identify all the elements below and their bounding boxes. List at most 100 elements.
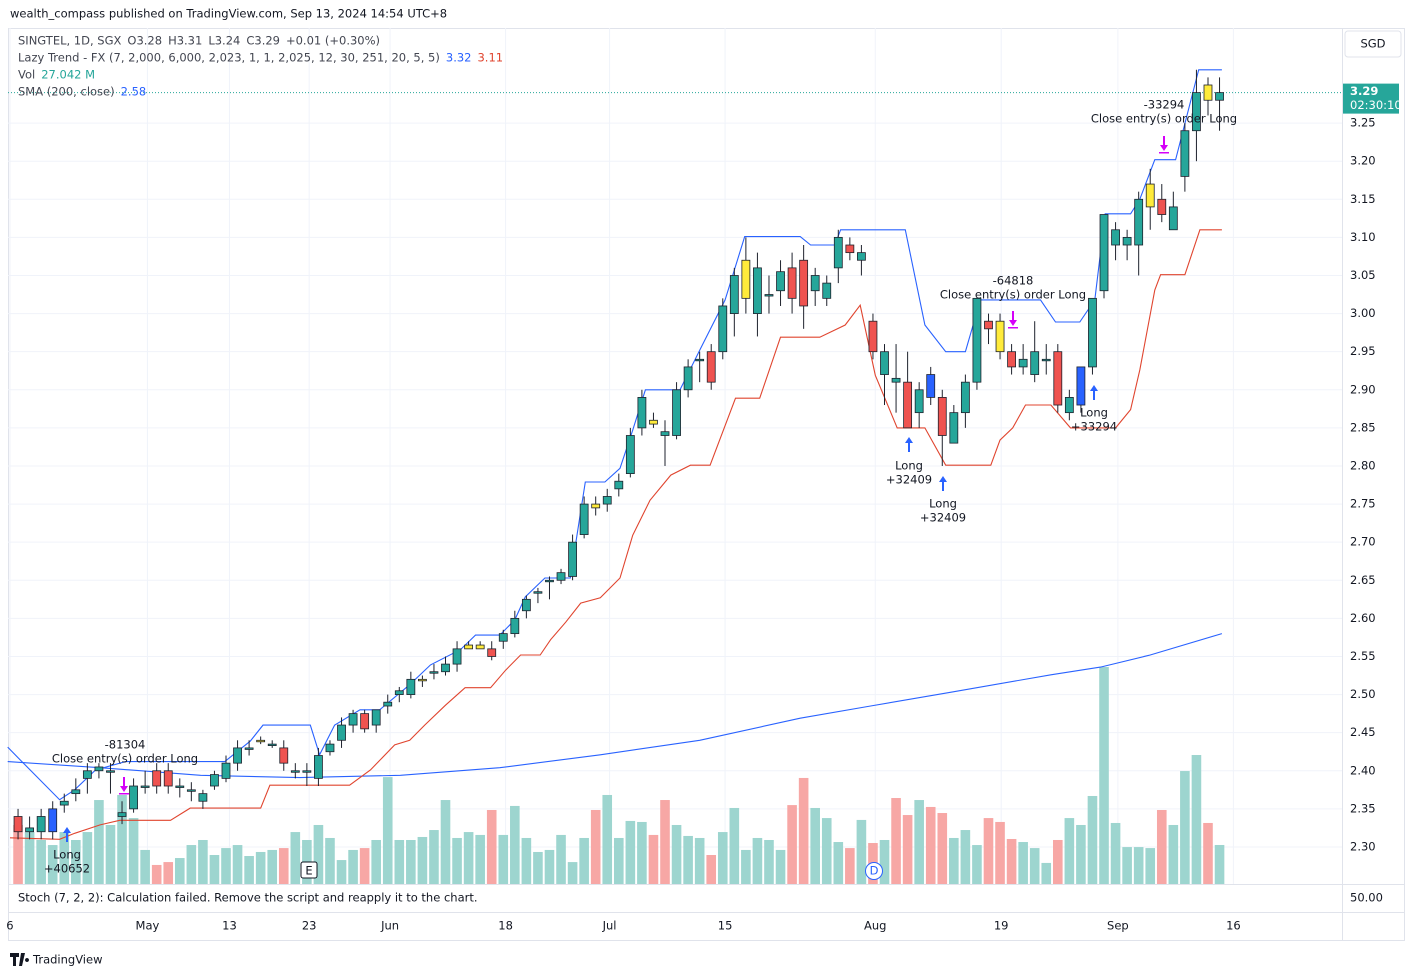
candle-body (106, 770, 115, 773)
candle-body (175, 785, 185, 788)
y-tick-label: 3.05 (1350, 268, 1376, 282)
y-tick-label: 2.90 (1350, 382, 1376, 396)
y-tick-label: 2.50 (1350, 687, 1376, 701)
candle-body (718, 305, 728, 353)
candle-body (233, 747, 242, 764)
candle-body (833, 236, 843, 269)
candle-body (25, 827, 35, 833)
close-arrow (1008, 311, 1018, 329)
y-tick-label: 3.00 (1350, 306, 1376, 320)
volume-bar (983, 818, 994, 884)
candle-body (799, 259, 809, 307)
volume-bar (1214, 844, 1225, 884)
volume-bar (821, 818, 832, 884)
candle-body (764, 294, 774, 297)
candle-body (914, 389, 924, 414)
candle-body (140, 785, 150, 788)
annotation-text: -33294 (1144, 98, 1185, 112)
volume-bar (1168, 824, 1179, 884)
candle-body (868, 320, 878, 353)
candle-body (683, 366, 693, 391)
annotation-text: +40652 (44, 862, 90, 876)
candle-body (614, 480, 624, 490)
candle-body (960, 381, 970, 414)
volume-bar (151, 864, 162, 884)
long-arrow (1090, 385, 1098, 400)
volume-bar (798, 777, 809, 884)
candle-body (533, 591, 543, 594)
candle-body (1145, 183, 1155, 208)
currency-button[interactable] (1344, 30, 1402, 58)
volume-bar (486, 809, 497, 884)
last-price-box (1343, 83, 1399, 114)
volume-bar (1076, 824, 1086, 884)
legend-text: O3.28 (127, 34, 162, 48)
y-tick-label: 3.25 (1350, 116, 1376, 130)
candle-body (314, 755, 323, 779)
axes: 2.30 2.35 2.40 2.45 2.50 2.55 2.60 2.65 2.70 2.75… (6, 83, 1402, 933)
long-arrow (63, 827, 71, 842)
candle-body (348, 713, 358, 726)
volume-bar (995, 821, 1005, 884)
candle-body (937, 397, 947, 436)
candle-body (198, 793, 208, 802)
volume-bar (244, 856, 254, 884)
volume-bar (209, 854, 220, 884)
legend-text: 27.042 M (41, 68, 95, 82)
volume-bar (637, 821, 647, 884)
grid (8, 28, 1342, 884)
y-tick-label: 2.70 (1350, 535, 1376, 549)
volume-bar (59, 832, 70, 884)
published-line: wealth_compass published on TradingView.… (10, 7, 447, 21)
candle-body (857, 252, 866, 261)
candle-body (625, 435, 635, 475)
volume-bar (625, 820, 636, 884)
volume-bar (717, 832, 728, 884)
candle-body (117, 812, 127, 817)
candle-body (660, 431, 670, 436)
y-tick-label: 3.15 (1350, 192, 1376, 206)
volume-bar (544, 849, 555, 884)
candle-body (394, 690, 404, 695)
annotation-text: Close entry(s) order Long (1091, 112, 1237, 126)
candle-body (94, 766, 104, 772)
volume-bar (1064, 818, 1075, 884)
volume-bar (764, 839, 774, 884)
candle-body (729, 275, 739, 314)
volume-bar (729, 807, 740, 884)
volume-bar (382, 777, 393, 884)
volume-bar (417, 836, 428, 884)
candle-body (822, 282, 832, 299)
candle-body (48, 808, 58, 833)
volume-bar (1053, 839, 1063, 884)
volume-bar (94, 800, 104, 884)
candle-body (417, 678, 427, 682)
candle-body (82, 770, 92, 779)
candle-body (152, 770, 162, 787)
candle-body (221, 762, 231, 779)
y-tick-label: 2.35 (1350, 801, 1376, 815)
volume-bar (105, 824, 116, 884)
volume-bar (683, 835, 693, 884)
candle-body (1064, 397, 1074, 414)
candle-body (59, 800, 69, 806)
volume-bar (278, 848, 289, 884)
legend-text: Vol (18, 68, 35, 82)
y-tick-label: 2.80 (1350, 458, 1376, 472)
candle-body (1203, 84, 1213, 101)
volume-bar (937, 813, 948, 884)
volume-bar (255, 851, 266, 884)
y-tick-label: 2.65 (1350, 573, 1376, 587)
candle-body (1018, 358, 1028, 368)
brand-name: TradingView (32, 953, 102, 967)
volume-bar (429, 830, 439, 884)
volume-bar (325, 837, 335, 884)
legend-text: Lazy Trend - FX (7, 2,000, 6,000, 2,023,… (18, 51, 440, 65)
volume-bar (833, 842, 844, 884)
volume-bar (752, 837, 763, 884)
volume-bar (810, 807, 820, 884)
legend-text: 3.32 (446, 51, 472, 65)
candle-body (1215, 92, 1224, 101)
legend-text: C3.29 (246, 34, 280, 48)
volume (13, 667, 1225, 884)
